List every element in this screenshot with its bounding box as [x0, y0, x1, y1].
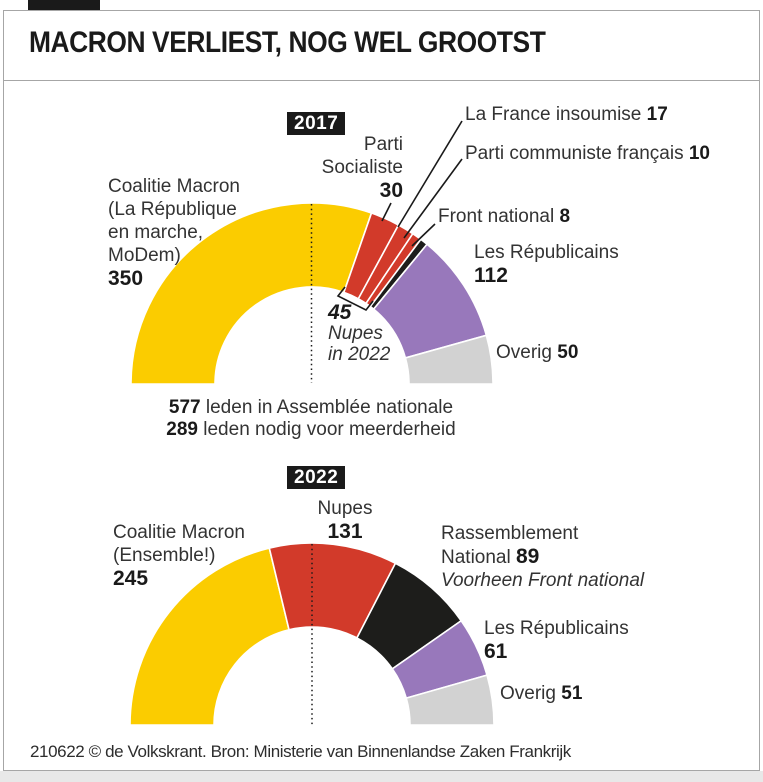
- callout-lines: [336, 120, 463, 312]
- label-line: (Ensemble!): [113, 545, 216, 566]
- page-background-strip: [0, 771, 763, 782]
- label-line: Les Républicains: [474, 242, 619, 263]
- label-line: Coalitie Macron: [113, 522, 245, 543]
- majority-seats-line: 289 leden nodig voor meerderheid: [61, 419, 561, 441]
- seat-count: 350: [108, 267, 144, 290]
- title-divider-rule: [3, 80, 760, 81]
- callout-parti-socialiste: [381, 202, 392, 222]
- label-nupes-2022: Nupes 131: [300, 497, 390, 543]
- majority-seats-text: leden nodig voor meerderheid: [203, 419, 456, 440]
- label-line: Overig: [500, 683, 556, 704]
- segment-coalitie-macron-ensemble: [129, 547, 290, 726]
- total-seats-text: leden in Assemblée nationale: [205, 397, 454, 418]
- label-line-text: National: [441, 547, 511, 568]
- label-line: (La République: [108, 199, 237, 220]
- annotation-value: 45: [328, 301, 352, 324]
- segment-overig: [405, 674, 495, 726]
- majority-seats-value: 289: [166, 419, 198, 440]
- seat-count: 8: [559, 206, 571, 227]
- callout-la-france-insoumise: [397, 120, 463, 228]
- label-note: Voorheen Front national: [441, 570, 645, 591]
- label-overig-2017: Overig 50: [496, 341, 578, 364]
- year-badge-2022: 2022: [287, 466, 346, 489]
- label-line: Overig: [496, 342, 552, 363]
- segment-coalitie-macron-la-r-publique-en-marche-modem: [130, 202, 373, 385]
- label-line: en marche,: [108, 222, 204, 243]
- label-line: Nupes: [317, 498, 373, 519]
- seat-count: 61: [484, 640, 508, 663]
- seat-count: 89: [516, 545, 540, 568]
- label-parti-socialiste-2017: Parti Socialiste 30: [298, 133, 403, 202]
- label-line: Front national: [438, 206, 555, 227]
- frame-left-rule: [3, 10, 4, 770]
- seat-count: 51: [561, 683, 583, 704]
- label-rassemblement-national-2022: Rassemblement National 89 Voorheen Front…: [441, 522, 644, 592]
- label-coalitie-macron-2022: Coalitie Macron (Ensemble!) 245: [113, 521, 245, 590]
- label-les-republicains-2022: Les Républicains 61: [484, 617, 629, 663]
- annotation-line: Nupes: [328, 323, 383, 344]
- label-line: Parti: [363, 134, 403, 155]
- label-line: Coalitie Macron: [108, 176, 240, 197]
- seat-count: 50: [557, 342, 579, 363]
- label-line: Parti communiste français: [465, 143, 684, 164]
- seat-count: 245: [113, 567, 149, 590]
- label-line: Rassemblement: [441, 523, 579, 544]
- label-line: Les Républicains: [484, 618, 629, 639]
- callout-front-national: [411, 223, 436, 247]
- label-overig-2022: Overig 51: [500, 682, 582, 705]
- label-line: La France insoumise: [465, 104, 642, 125]
- seat-count: 131: [327, 520, 363, 543]
- assembly-totals: 577 leden in Assemblée nationale 289 led…: [61, 397, 561, 441]
- label-line: MoDem): [108, 245, 181, 266]
- frame-right-rule: [759, 10, 760, 770]
- total-seats-value: 577: [168, 397, 201, 418]
- donut-2017: [130, 202, 494, 385]
- seat-count: 10: [688, 143, 710, 164]
- total-seats-line: 577 leden in Assemblée nationale: [61, 397, 561, 419]
- annotation-line: in 2022: [328, 344, 391, 365]
- frame-bottom-rule: [3, 770, 760, 771]
- segment-overig: [404, 334, 494, 385]
- brand-tab: [28, 0, 100, 11]
- seat-count: 112: [474, 264, 508, 287]
- label-line: National 89: [441, 545, 644, 569]
- label-parti-communiste-2017: Parti communiste français 10: [465, 142, 710, 165]
- label-front-national-2017: Front national 8: [438, 205, 570, 228]
- seat-count: 17: [646, 104, 668, 125]
- label-la-france-insoumise-2017: La France insoumise 17: [465, 103, 668, 126]
- frame-top-rule: [3, 10, 760, 11]
- label-line: Socialiste: [321, 157, 403, 178]
- source-credit: 210622 © de Volkskrant. Bron: Ministerie…: [30, 742, 571, 761]
- annotation-nupes-2022-in-2017: 45 Nupes in 2022: [328, 302, 390, 365]
- year-badge-2017: 2017: [287, 112, 346, 135]
- seat-count: 30: [379, 179, 403, 202]
- donut-2022: [129, 542, 495, 726]
- nupes-bracket: [336, 286, 374, 312]
- label-coalitie-macron-2017: Coalitie Macron (La République en marche…: [108, 175, 240, 290]
- page-title: MACRON VERLIEST, NOG WEL GROOTST: [29, 26, 546, 59]
- callout-parti-communiste: [403, 158, 463, 239]
- label-les-republicains-2017: Les Républicains 112: [474, 241, 619, 287]
